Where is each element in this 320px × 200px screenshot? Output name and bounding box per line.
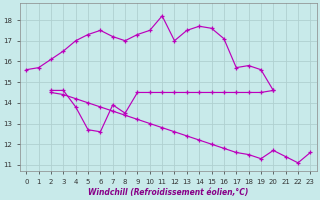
- X-axis label: Windchill (Refroidissement éolien,°C): Windchill (Refroidissement éolien,°C): [88, 188, 249, 197]
